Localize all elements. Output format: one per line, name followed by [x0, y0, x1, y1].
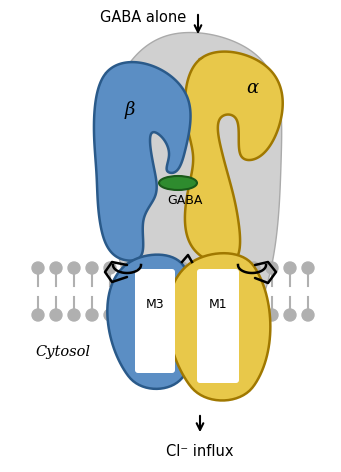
- Circle shape: [248, 309, 260, 321]
- Circle shape: [32, 262, 44, 274]
- Text: M3: M3: [146, 298, 164, 312]
- Text: Cl⁻ influx: Cl⁻ influx: [166, 445, 234, 460]
- Text: GABA alone: GABA alone: [100, 10, 186, 25]
- Circle shape: [68, 309, 80, 321]
- Ellipse shape: [159, 176, 197, 190]
- Polygon shape: [94, 62, 191, 261]
- Circle shape: [266, 309, 278, 321]
- Circle shape: [194, 309, 206, 321]
- Circle shape: [158, 262, 170, 274]
- Circle shape: [50, 262, 62, 274]
- Text: Cytosol: Cytosol: [35, 345, 90, 359]
- Circle shape: [86, 262, 98, 274]
- Circle shape: [176, 262, 188, 274]
- Polygon shape: [102, 33, 282, 374]
- Circle shape: [212, 262, 224, 274]
- Circle shape: [140, 309, 152, 321]
- Circle shape: [266, 262, 278, 274]
- Circle shape: [86, 309, 98, 321]
- Circle shape: [68, 262, 80, 274]
- FancyBboxPatch shape: [197, 269, 239, 383]
- Polygon shape: [107, 255, 199, 389]
- Circle shape: [32, 309, 44, 321]
- Circle shape: [172, 275, 178, 281]
- Circle shape: [122, 309, 134, 321]
- Circle shape: [157, 277, 163, 284]
- Text: GABA: GABA: [167, 194, 203, 207]
- Circle shape: [202, 275, 208, 281]
- Circle shape: [248, 262, 260, 274]
- Polygon shape: [167, 253, 270, 400]
- Text: M1: M1: [209, 298, 227, 312]
- Circle shape: [176, 309, 188, 321]
- Circle shape: [284, 309, 296, 321]
- Circle shape: [50, 309, 62, 321]
- Circle shape: [104, 262, 116, 274]
- Circle shape: [158, 309, 170, 321]
- Text: β: β: [125, 101, 135, 119]
- Circle shape: [140, 262, 152, 274]
- Circle shape: [230, 262, 242, 274]
- Circle shape: [302, 262, 314, 274]
- Circle shape: [212, 309, 224, 321]
- Circle shape: [230, 309, 242, 321]
- Circle shape: [122, 262, 134, 274]
- Polygon shape: [185, 51, 283, 264]
- Circle shape: [302, 309, 314, 321]
- Circle shape: [284, 262, 296, 274]
- Circle shape: [104, 309, 116, 321]
- FancyBboxPatch shape: [135, 269, 175, 373]
- Circle shape: [187, 277, 193, 284]
- Circle shape: [194, 262, 206, 274]
- Text: α: α: [246, 79, 258, 97]
